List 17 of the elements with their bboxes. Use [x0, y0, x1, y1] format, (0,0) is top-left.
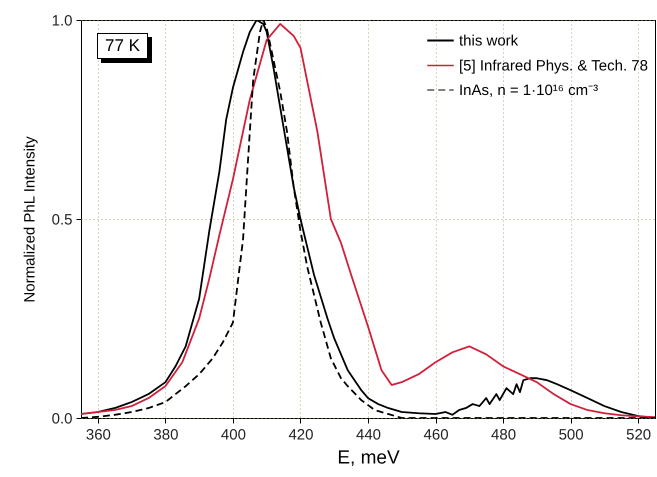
x-tick-label: 520	[626, 426, 652, 444]
legend-label: [5] Infrared Phys. & Tech. 78	[459, 58, 648, 74]
legend-label: this work	[459, 32, 519, 50]
y-axis-title: Normalized PhL Intensity	[22, 136, 39, 303]
x-axis-title: E, meV	[337, 448, 400, 468]
x-tick-label: 380	[153, 426, 178, 444]
legend-label: InAs, n = 1·10¹⁶ cm⁻³	[459, 82, 598, 99]
x-tick-label: 480	[491, 426, 516, 444]
x-tick-label: 440	[356, 426, 382, 444]
y-tick-label: 0.0	[52, 410, 72, 428]
x-tick-label: 420	[288, 426, 314, 444]
x-tick-label: 360	[86, 426, 111, 444]
x-tick-label: 400	[220, 426, 246, 444]
x-tick-label: 500	[558, 426, 584, 444]
y-tick-label: 0.5	[52, 212, 72, 228]
y-tick-label: 1.0	[52, 12, 72, 30]
x-tick-label: 460	[424, 426, 449, 444]
